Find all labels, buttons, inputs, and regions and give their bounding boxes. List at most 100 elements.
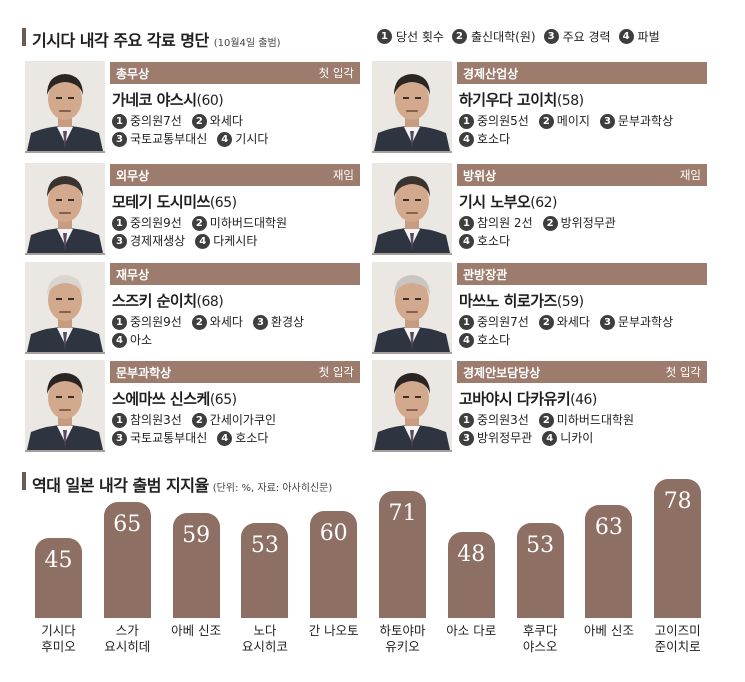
- detail-number-badge: 1: [112, 215, 127, 231]
- detail-text: 중의원7선: [477, 315, 529, 329]
- detail-number-badge: 4: [195, 233, 211, 249]
- bar-value-label: 53: [526, 533, 555, 559]
- minister-name: 하기우다 고이치(58): [459, 89, 584, 110]
- name-text: 스에마쓰 신스케: [112, 390, 210, 408]
- category-label: 하토야마 유키오: [367, 623, 438, 655]
- role-label: 외무상: [116, 168, 150, 183]
- minister-card: 경제안보담당상 첫 입각 고바야시 다카유키(46) 1 중의원3선 2 미하버드대학원 3 방…: [372, 360, 712, 452]
- minister-details: 1 중의원7선 2 와세다 3 문부과학상 4 호소다: [459, 313, 673, 349]
- detail-number-badge: 2: [538, 314, 554, 330]
- detail-line: 1 참의원3선 2 간세이가쿠인: [112, 411, 276, 429]
- category-label: 스가 요시히데: [92, 623, 163, 655]
- detail-text: 메이지: [556, 114, 590, 128]
- detail-number-badge: 3: [599, 113, 615, 129]
- category-label-line: 후미오: [41, 639, 76, 654]
- detail-text: 호소다: [477, 333, 511, 347]
- category-label-line: 야스오: [522, 639, 558, 654]
- detail-number-badge: 1: [459, 113, 474, 129]
- detail-number-badge: 1: [112, 113, 127, 129]
- detail-text: 와세다: [556, 315, 590, 329]
- category-label-line: 요시히데: [104, 639, 151, 654]
- detail-number-badge: 1: [459, 314, 474, 330]
- chart-header: 역대 일본 내각 출범 지지율 (단위: %, 자료: 아사히신문): [32, 472, 332, 496]
- age-text: (60): [196, 93, 224, 109]
- portrait-photo: [25, 360, 105, 452]
- portrait-photo: [25, 262, 105, 354]
- minister-name: 모테기 도시미쓰(65): [112, 191, 237, 212]
- role-band: 외무상 재임: [110, 164, 360, 186]
- minister-name: 고바야시 다카유키(46): [459, 388, 597, 409]
- title-accent-bar: [22, 28, 26, 46]
- detail-number-badge: 3: [599, 314, 615, 330]
- legend-label: 출신대학(원): [470, 30, 536, 44]
- bar-value-label: 48: [457, 542, 486, 568]
- age-text: (58): [556, 93, 584, 109]
- chart-title: 역대 일본 내각 출범 지지율: [32, 476, 209, 495]
- category-label-line: 아베 신조: [171, 623, 222, 638]
- category-label-line: 요시히코: [241, 639, 288, 654]
- detail-text: 미하버드대학원: [209, 216, 288, 230]
- detail-number-badge: 4: [459, 233, 474, 249]
- category-label-line: 하토야마: [379, 623, 426, 638]
- detail-number-badge: 3: [112, 430, 127, 446]
- detail-number-badge: 4: [217, 131, 233, 147]
- bar: 53: [241, 523, 289, 618]
- category-label-line: 스가: [115, 623, 139, 638]
- detail-line: 3 국토교통부대신 4 호소다: [112, 429, 276, 447]
- bar: 48: [447, 532, 495, 618]
- detail-text: 호소다: [477, 234, 511, 248]
- category-label: 기시다 후미오: [23, 623, 94, 655]
- detail-number-badge: 3: [112, 233, 127, 249]
- bar: 71: [379, 491, 426, 618]
- detail-text: 호소다: [477, 132, 511, 146]
- minister-card: 외무상 재임 모테기 도시미쓰(65) 1 중의원9선 2 미하버드대학원 3 경제재생상 4 다케…: [25, 163, 365, 255]
- category-label: 아베 신조: [573, 623, 644, 639]
- detail-number-badge: 2: [538, 113, 554, 129]
- bar-value-label: 78: [663, 488, 692, 514]
- age-text: (62): [530, 195, 557, 211]
- name-text: 기시 노부오: [459, 193, 531, 211]
- detail-number-badge: 1: [459, 215, 474, 231]
- detail-line: 1 중의원5선 2 메이지 3 문부과학상: [459, 112, 673, 130]
- minister-name: 스에마쓰 신스케(65): [112, 388, 237, 409]
- detail-line: 1 중의원7선 2 와세다: [112, 112, 268, 130]
- role-band: 관방장관: [457, 263, 707, 285]
- role-label: 총무상: [116, 66, 150, 81]
- minister-card: 재무상 스즈키 순이치(68) 1 중의원9선 2 와세다 3 환경상 4 아소: [25, 262, 365, 354]
- category-label-line: 아소 다로: [446, 623, 497, 638]
- detail-line: 1 중의원3선 2 미하버드대학원: [459, 411, 634, 429]
- detail-text: 경제재생상: [130, 234, 186, 248]
- age-text: (59): [556, 294, 584, 310]
- minister-details: 1 중의원5선 2 메이지 3 문부과학상 4 호소다: [459, 112, 673, 148]
- detail-number-badge: 2: [191, 314, 207, 330]
- minister-card: 문부과학상 첫 입각 스에마쓰 신스케(65) 1 참의원3선 2 간세이가쿠인 3 국토교통부…: [25, 360, 365, 452]
- name-text: 스즈키 순이치: [112, 292, 197, 310]
- legend: 1 당선 횟수 2 출신대학(원) 3 주요 경력 4 파벌: [377, 28, 665, 45]
- detail-line: 1 중의원9선 2 미하버드대학원: [112, 214, 287, 232]
- portrait-photo: [372, 360, 452, 452]
- detail-line: 4 아소: [112, 331, 304, 349]
- detail-number-badge: 2: [542, 215, 558, 231]
- detail-number-badge: 4: [459, 332, 474, 348]
- detail-line: 4 호소다: [459, 331, 673, 349]
- status-tag: 재임: [332, 168, 354, 182]
- status-tag: 첫 입각: [318, 66, 354, 80]
- detail-line: 1 참의원 2선 2 방위정무관: [459, 214, 616, 232]
- status-tag: 첫 입각: [318, 365, 354, 379]
- detail-text: 환경상: [270, 315, 305, 329]
- status-tag: 첫 입각: [665, 365, 701, 379]
- bar-value-label: 71: [388, 501, 417, 527]
- role-band: 총무상 첫 입각: [110, 62, 360, 84]
- name-text: 가네코 야스시: [112, 91, 197, 109]
- role-band: 경제안보담당상 첫 입각: [457, 361, 707, 383]
- detail-text: 방위정무관: [560, 216, 616, 230]
- category-label-line: 노다: [253, 623, 277, 638]
- bar-value-label: 65: [113, 511, 142, 537]
- legend-label: 당선 횟수: [396, 30, 444, 44]
- minister-details: 1 중의원9선 2 미하버드대학원 3 경제재생상 4 다케시타: [112, 214, 287, 250]
- detail-number-badge: 3: [459, 430, 474, 446]
- detail-number-badge: 3: [252, 314, 268, 330]
- bar-value-label: 53: [250, 533, 279, 559]
- detail-text: 아소: [130, 333, 153, 347]
- name-text: 하기우다 고이치: [459, 91, 557, 109]
